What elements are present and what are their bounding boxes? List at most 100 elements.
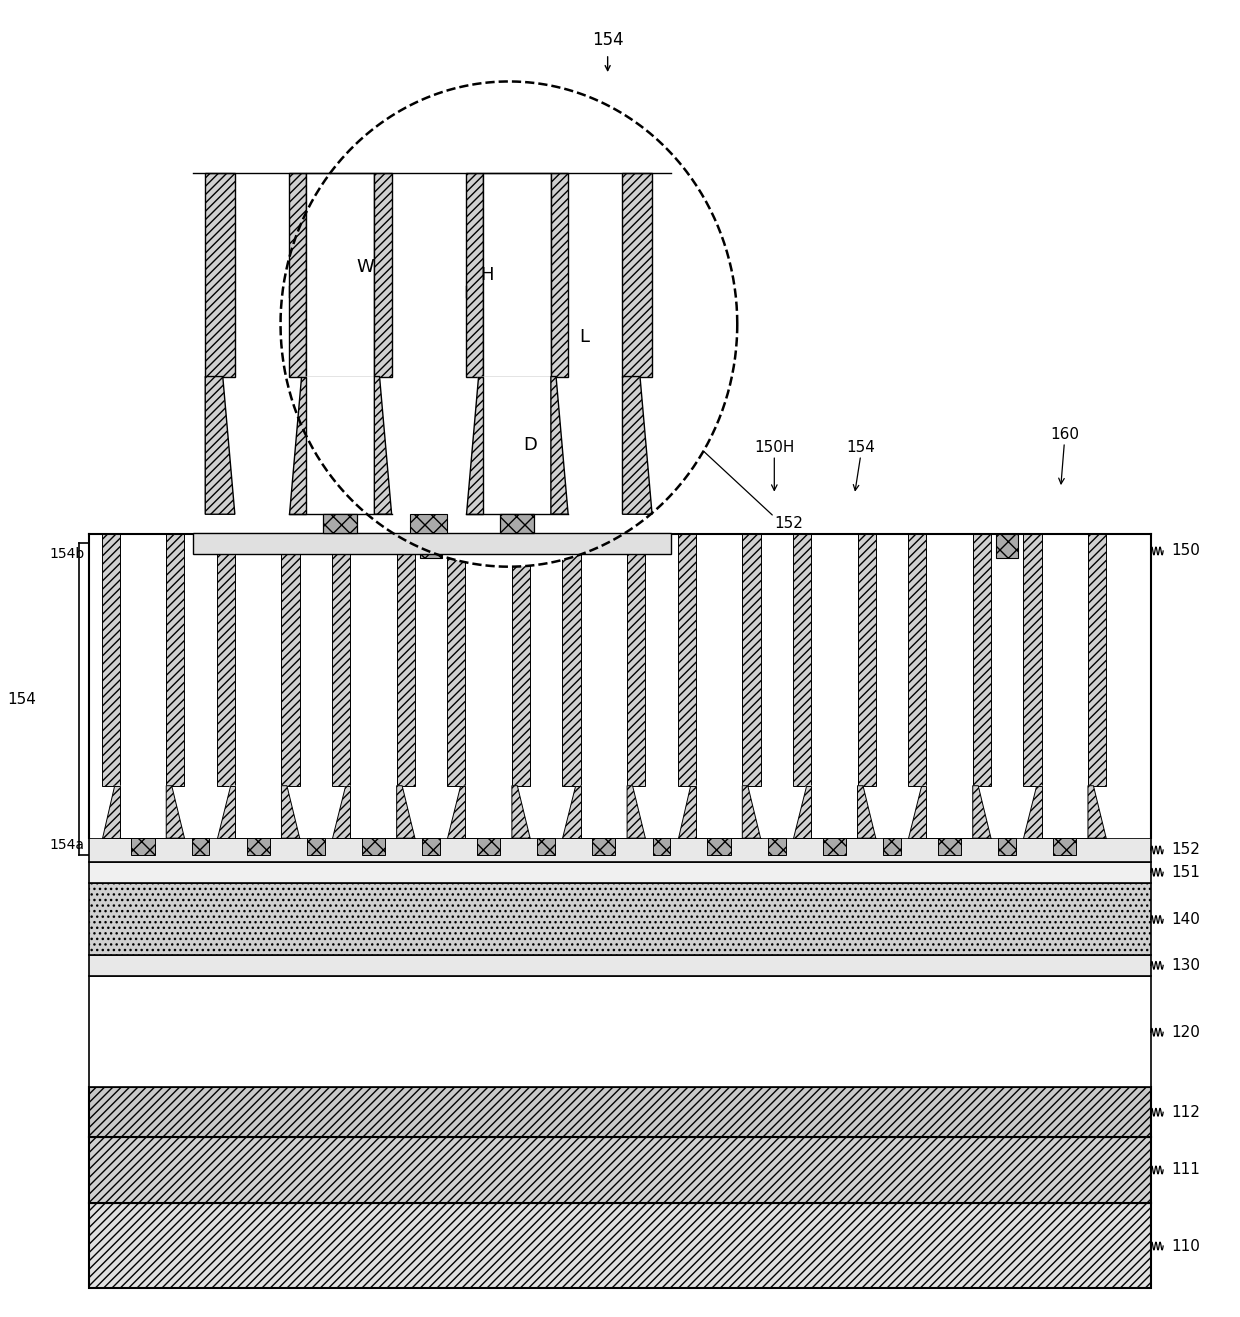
Polygon shape: [345, 786, 402, 838]
Polygon shape: [677, 786, 696, 838]
Bar: [622, 174, 652, 377]
Bar: [811, 533, 858, 786]
Text: 120: 120: [1172, 1025, 1200, 1039]
Polygon shape: [114, 786, 171, 838]
Bar: [477, 838, 500, 855]
Polygon shape: [858, 786, 875, 838]
Bar: [465, 533, 512, 786]
Bar: [89, 1137, 1151, 1202]
Polygon shape: [551, 377, 568, 514]
Polygon shape: [806, 786, 863, 838]
Bar: [102, 533, 120, 786]
Bar: [120, 533, 166, 786]
Bar: [708, 838, 730, 855]
Polygon shape: [691, 786, 748, 838]
Bar: [858, 533, 875, 786]
Bar: [593, 838, 615, 855]
Polygon shape: [206, 377, 234, 514]
Polygon shape: [512, 786, 531, 838]
Bar: [374, 174, 392, 377]
Polygon shape: [563, 786, 580, 838]
Text: 154: 154: [846, 440, 875, 456]
Text: 152: 152: [774, 516, 804, 531]
Polygon shape: [281, 786, 300, 838]
Text: 111: 111: [1172, 1163, 1200, 1177]
Text: 160: 160: [1050, 427, 1079, 443]
Polygon shape: [477, 377, 556, 514]
Text: 130: 130: [1172, 957, 1200, 973]
Bar: [350, 533, 397, 786]
Bar: [482, 174, 551, 377]
Polygon shape: [1087, 786, 1106, 838]
Polygon shape: [1037, 786, 1094, 838]
Bar: [166, 533, 185, 786]
Bar: [306, 174, 374, 377]
Text: 140: 140: [1172, 911, 1200, 927]
Polygon shape: [229, 786, 286, 838]
Bar: [289, 174, 306, 377]
Bar: [89, 838, 1151, 861]
Bar: [131, 838, 155, 855]
Bar: [466, 174, 482, 377]
Polygon shape: [792, 786, 811, 838]
Bar: [410, 514, 448, 532]
Bar: [362, 838, 386, 855]
Text: 160: 160: [580, 427, 610, 443]
Polygon shape: [166, 786, 185, 838]
Bar: [1087, 533, 1106, 786]
Bar: [652, 838, 671, 855]
Bar: [281, 533, 300, 786]
Bar: [822, 838, 846, 855]
Text: 150H: 150H: [754, 440, 795, 456]
Bar: [192, 838, 210, 855]
Bar: [193, 532, 671, 553]
Bar: [247, 838, 270, 855]
Bar: [324, 514, 357, 532]
Polygon shape: [460, 786, 517, 838]
Bar: [217, 533, 236, 786]
Bar: [422, 838, 440, 855]
Bar: [332, 533, 350, 786]
Text: 110: 110: [1172, 1238, 1200, 1254]
Polygon shape: [627, 786, 645, 838]
Bar: [551, 174, 568, 377]
Bar: [236, 533, 281, 786]
Bar: [89, 976, 1151, 1088]
Text: W: W: [356, 258, 374, 275]
Bar: [1023, 533, 1042, 786]
Text: 112: 112: [1172, 1105, 1200, 1119]
Text: 151: 151: [445, 453, 474, 469]
Circle shape: [280, 82, 738, 566]
Text: D: D: [523, 436, 537, 454]
Bar: [580, 533, 627, 786]
Bar: [512, 533, 531, 786]
Bar: [1053, 838, 1076, 855]
Text: 151: 151: [1172, 865, 1200, 880]
Bar: [627, 533, 645, 786]
Bar: [420, 533, 443, 557]
Bar: [996, 533, 1018, 557]
Bar: [308, 838, 325, 855]
Polygon shape: [575, 786, 632, 838]
Text: 150: 150: [1172, 544, 1200, 558]
Bar: [89, 1088, 1151, 1137]
Bar: [677, 533, 696, 786]
Polygon shape: [289, 377, 306, 514]
Polygon shape: [466, 377, 482, 514]
Bar: [89, 1202, 1151, 1288]
Bar: [500, 514, 534, 532]
Text: 154b: 154b: [50, 547, 84, 561]
Text: 154: 154: [7, 691, 37, 707]
Polygon shape: [332, 786, 350, 838]
Polygon shape: [921, 786, 978, 838]
Bar: [537, 838, 556, 855]
Bar: [743, 533, 760, 786]
Bar: [768, 838, 786, 855]
Polygon shape: [972, 786, 991, 838]
Text: 152: 152: [1172, 843, 1200, 857]
Bar: [1042, 533, 1087, 786]
Bar: [883, 838, 900, 855]
Polygon shape: [397, 786, 415, 838]
Bar: [908, 533, 926, 786]
Bar: [972, 533, 991, 786]
